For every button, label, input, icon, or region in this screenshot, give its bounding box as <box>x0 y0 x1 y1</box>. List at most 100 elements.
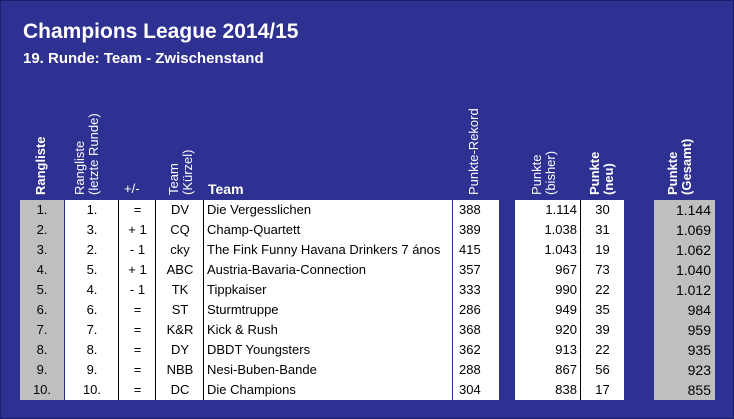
points-previous-cell: 920 <box>555 322 577 337</box>
rank-cell: 2. <box>36 222 48 237</box>
rank-cell: 1. <box>36 202 48 217</box>
column-team-code: DV CQ cky ABC TK ST K&R DY NBB DC <box>156 200 204 400</box>
points-total-cell: 1.062 <box>675 242 711 258</box>
change-cell: = <box>133 382 142 397</box>
column-divider <box>580 200 581 400</box>
column-team-name: Die Vergesslichen Champ-Quartett The Fink … <box>204 200 452 400</box>
column-change: = + 1 - 1 + 1 - 1 = = = = = <box>119 200 156 400</box>
previous-rank-cell: 7. <box>86 322 98 337</box>
points-new-cell: 22 <box>595 342 610 357</box>
points-previous-cell: 1.043 <box>544 242 577 257</box>
team-code-cell: TK <box>171 282 189 297</box>
team-name-cell: Sturmtruppe <box>207 302 279 317</box>
points-total-cell: 855 <box>687 382 711 398</box>
header-punkte-neu: Punkte (neu) <box>587 151 616 195</box>
change-cell: + 1 <box>128 222 147 237</box>
rank-cell: 5. <box>36 282 48 297</box>
team-name-cell: Tippkaiser <box>207 282 267 297</box>
team-code-cell: cky <box>170 242 190 257</box>
points-total-cell: 1.012 <box>675 282 711 298</box>
points-new-cell: 56 <box>595 362 610 377</box>
points-new-cell: 19 <box>595 242 610 257</box>
rank-cell: 10. <box>32 382 52 397</box>
change-cell: - 1 <box>129 282 146 297</box>
record-cell: 357 <box>459 262 481 277</box>
team-name-cell: DBDT Youngsters <box>207 342 311 357</box>
points-previous-cell: 1.114 <box>545 202 577 217</box>
points-total-cell: 1.144 <box>675 202 711 218</box>
change-cell: = <box>133 302 142 317</box>
team-code-cell: CQ <box>170 222 190 237</box>
points-previous-cell: 838 <box>555 382 577 397</box>
points-previous-cell: 967 <box>555 262 577 277</box>
previous-rank-cell: 10. <box>82 382 102 397</box>
column-divider <box>203 200 204 400</box>
column-divider <box>155 200 156 400</box>
team-code-cell: ST <box>171 302 189 317</box>
header-rangliste-letzte-runde: Rangliste (letzte Runde) <box>72 113 101 195</box>
points-new-cell: 17 <box>595 382 610 397</box>
rank-cell: 9. <box>36 362 48 377</box>
record-cell: 362 <box>459 342 481 357</box>
header-plus-minus: +/- <box>124 181 140 196</box>
record-cell: 286 <box>459 302 481 317</box>
change-cell: = <box>133 322 142 337</box>
record-cell: 333 <box>459 282 481 297</box>
team-code-cell: DV <box>170 202 190 217</box>
header-punkte-gesamt: Punkte (Gesamt) <box>665 138 694 195</box>
change-cell: = <box>133 342 142 357</box>
record-cell: 389 <box>459 222 481 237</box>
points-previous-cell: 949 <box>555 302 577 317</box>
points-total-cell: 1.040 <box>675 262 711 278</box>
previous-rank-cell: 9. <box>86 362 98 377</box>
team-code-cell: ABC <box>166 262 194 277</box>
rank-cell: 8. <box>36 342 48 357</box>
record-cell: 415 <box>459 242 481 257</box>
previous-rank-cell: 1. <box>86 202 98 217</box>
header-punkte-bisher: Punkte (bisher) <box>529 150 558 195</box>
points-previous-cell: 990 <box>555 282 577 297</box>
column-points-previous: 1.114 1.038 1.043 967 990 949 920 913 867 838 <box>515 200 581 400</box>
rank-cell: 4. <box>36 262 48 277</box>
rank-cell: 6. <box>36 302 48 317</box>
points-previous-cell: 1.038 <box>544 222 577 237</box>
points-total-cell: 984 <box>687 302 711 318</box>
column-divider <box>118 200 119 400</box>
page-subtitle: 19. Runde: Team - Zwischenstand <box>23 50 264 67</box>
column-record: 388 389 415 357 333 286 368 362 288 304 <box>453 200 499 400</box>
header-team-kuerzel: Team (Kürzel) <box>166 149 195 195</box>
team-name-cell: The Fink Funny Havana Drinkers 7 ános <box>207 242 441 257</box>
header-punkte-rekord: Punkte-Rekord <box>466 108 481 195</box>
points-previous-cell: 867 <box>555 362 577 377</box>
rank-cell: 7. <box>36 322 48 337</box>
points-total-cell: 935 <box>687 342 711 358</box>
change-cell: = <box>133 362 142 377</box>
record-cell: 288 <box>459 362 481 377</box>
team-code-cell: NBB <box>166 362 194 377</box>
record-cell: 368 <box>459 322 481 337</box>
points-new-cell: 30 <box>595 202 610 217</box>
team-name-cell: Die Champions <box>207 382 296 397</box>
team-name-cell: Kick & Rush <box>207 322 278 337</box>
points-new-cell: 22 <box>595 282 610 297</box>
rank-cell: 3. <box>36 242 48 257</box>
points-total-cell: 923 <box>687 362 711 378</box>
team-name-cell: Austria-Bavaria-Connection <box>207 262 366 277</box>
header-rangliste: Rangliste <box>33 136 48 195</box>
header-team: Team <box>208 181 244 197</box>
team-name-cell: Champ-Quartett <box>207 222 301 237</box>
change-cell: - 1 <box>129 242 146 257</box>
record-cell: 304 <box>459 382 481 397</box>
previous-rank-cell: 6. <box>86 302 98 317</box>
previous-rank-cell: 2. <box>86 242 98 257</box>
column-points-total: 1.144 1.069 1.062 1.040 1.012 984 959 935 923 855 <box>654 200 715 400</box>
column-points-new: 30 31 19 73 22 35 39 22 56 17 <box>581 200 624 400</box>
points-total-cell: 1.069 <box>675 222 711 238</box>
points-new-cell: 31 <box>595 222 610 237</box>
points-new-cell: 35 <box>595 302 610 317</box>
previous-rank-cell: 8. <box>86 342 98 357</box>
team-name-cell: Nesi-Buben-Bande <box>207 362 317 377</box>
column-rank: 1. 2. 3. 4. 5. 6. 7. 8. 9. 10. <box>20 200 64 400</box>
previous-rank-cell: 4. <box>86 282 98 297</box>
